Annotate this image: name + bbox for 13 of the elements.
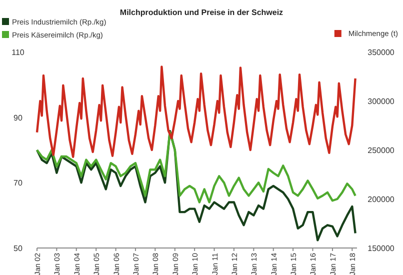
y2-tick-label: 250000 (368, 146, 395, 155)
line-series (36, 130, 356, 204)
y2-tick-label: 350000 (368, 48, 395, 57)
y-tick-label: 110 (12, 48, 25, 57)
y-tick-label: 70 (14, 178, 23, 188)
y2-tick-label: 150000 (368, 244, 395, 253)
y-tick-label: 50 (14, 244, 23, 253)
y2-tick-label: 200000 (368, 195, 395, 204)
line-series (36, 130, 356, 242)
chart-title: Milchproduktion und Preise in der Schweiz (120, 8, 284, 17)
y-tick-label: 90 (14, 113, 23, 122)
line-series (36, 66, 356, 158)
y2-tick-label: 300000 (368, 97, 395, 106)
